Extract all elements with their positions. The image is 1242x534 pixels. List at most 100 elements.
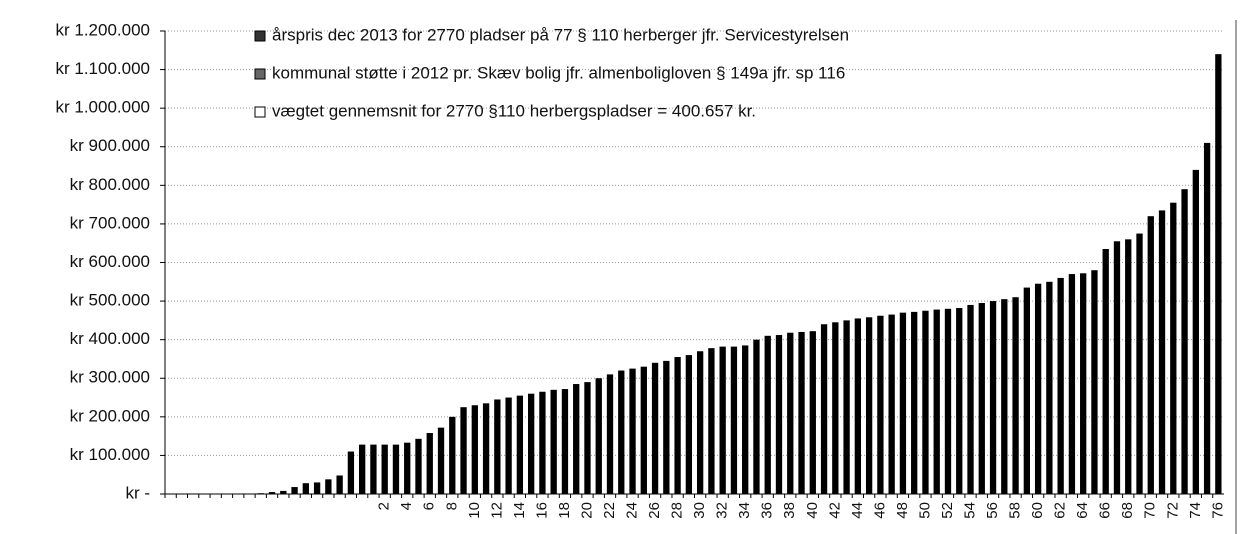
y-tick-label: kr 700.000 bbox=[70, 213, 150, 232]
bar bbox=[201, 494, 208, 495]
x-tick-label: 26 bbox=[646, 502, 663, 519]
bar bbox=[809, 331, 816, 494]
bar bbox=[392, 444, 400, 494]
x-tick-label: 8 bbox=[443, 502, 460, 510]
bar bbox=[1080, 273, 1087, 494]
bar bbox=[1170, 202, 1177, 494]
x-tick-label: 24 bbox=[624, 502, 641, 519]
x-tick-label: 62 bbox=[1052, 502, 1069, 519]
bar bbox=[1102, 248, 1109, 494]
bar bbox=[268, 492, 276, 494]
bar bbox=[606, 374, 614, 494]
bar bbox=[685, 355, 693, 494]
bar bbox=[922, 310, 929, 494]
bar bbox=[1001, 299, 1008, 494]
legend-swatch bbox=[254, 106, 266, 118]
bar bbox=[708, 348, 715, 494]
bar bbox=[257, 493, 264, 494]
bar bbox=[1113, 241, 1121, 494]
y-tick-label: kr 100.000 bbox=[70, 445, 150, 464]
bar bbox=[167, 494, 174, 495]
bar bbox=[313, 482, 321, 494]
x-tick-label: 56 bbox=[984, 502, 1001, 519]
bar bbox=[1136, 233, 1143, 494]
bar bbox=[618, 370, 625, 494]
bar bbox=[865, 317, 873, 494]
y-tick-label: kr 800.000 bbox=[70, 175, 150, 194]
bar bbox=[742, 345, 749, 494]
bar bbox=[854, 318, 862, 494]
x-tick-label: 74 bbox=[1187, 502, 1204, 519]
bar bbox=[753, 339, 760, 494]
y-tick-label: kr 600.000 bbox=[70, 252, 150, 271]
bar bbox=[190, 494, 197, 495]
bar bbox=[640, 366, 647, 494]
y-tick-label: kr 1.000.000 bbox=[55, 98, 150, 117]
bar bbox=[1158, 210, 1166, 494]
x-tick-label: 72 bbox=[1164, 502, 1181, 519]
x-tick-label: 48 bbox=[894, 502, 911, 519]
legend-swatch bbox=[254, 30, 266, 42]
bar bbox=[370, 444, 377, 494]
bar bbox=[449, 416, 456, 494]
bar bbox=[1068, 274, 1076, 494]
bar bbox=[336, 475, 343, 494]
x-tick-label: 16 bbox=[533, 502, 550, 519]
x-tick-label: 66 bbox=[1097, 502, 1114, 519]
bar bbox=[911, 311, 918, 494]
y-tick-label: kr 1.100.000 bbox=[55, 59, 150, 78]
bar bbox=[539, 391, 546, 494]
bar bbox=[674, 357, 681, 494]
y-tick-label: kr 1.200.000 bbox=[55, 20, 150, 39]
x-tick-label: 32 bbox=[714, 502, 731, 519]
x-tick-label: 58 bbox=[1007, 502, 1024, 519]
bar bbox=[381, 444, 388, 494]
legend-label: vægtet gennemsnit for 2770 §110 herbergs… bbox=[272, 101, 756, 120]
bar bbox=[178, 494, 186, 495]
x-tick-label: 30 bbox=[691, 502, 708, 519]
x-tick-label: 70 bbox=[1142, 502, 1159, 519]
bar bbox=[584, 382, 591, 494]
bar bbox=[595, 378, 602, 494]
bar bbox=[482, 403, 490, 494]
x-tick-label: 42 bbox=[826, 502, 843, 519]
bar bbox=[663, 360, 670, 494]
x-tick-label: 36 bbox=[759, 502, 776, 519]
x-tick-label: 18 bbox=[556, 502, 573, 519]
bar bbox=[832, 322, 839, 494]
x-tick-label: 4 bbox=[398, 502, 415, 510]
bar bbox=[956, 308, 963, 494]
y-tick-label: kr 900.000 bbox=[70, 136, 150, 155]
bar bbox=[1192, 169, 1199, 494]
x-tick-label: 14 bbox=[511, 502, 528, 519]
bar bbox=[764, 335, 771, 494]
x-tick-label: 6 bbox=[421, 502, 438, 510]
bar bbox=[719, 346, 726, 494]
bar bbox=[437, 427, 445, 494]
bar bbox=[246, 494, 253, 495]
bar bbox=[471, 405, 478, 494]
bar bbox=[877, 315, 884, 494]
bar bbox=[989, 301, 997, 494]
x-tick-label: 12 bbox=[488, 502, 505, 519]
bar bbox=[527, 393, 535, 494]
bar bbox=[1215, 54, 1222, 495]
bar bbox=[1023, 287, 1031, 494]
bar bbox=[291, 487, 298, 494]
x-tick-label: 52 bbox=[939, 502, 956, 519]
bar bbox=[651, 362, 659, 494]
x-tick-label: 50 bbox=[916, 502, 933, 519]
x-tick-label: 10 bbox=[466, 502, 483, 519]
x-tick-label: 2 bbox=[376, 502, 393, 510]
bar bbox=[1034, 283, 1042, 494]
bar bbox=[1125, 239, 1132, 494]
y-tick-label: kr 500.000 bbox=[70, 291, 150, 310]
bar bbox=[280, 490, 287, 494]
bar bbox=[1057, 277, 1064, 494]
y-tick-label: kr 300.000 bbox=[70, 368, 150, 387]
bar bbox=[302, 483, 309, 494]
x-tick-label: 60 bbox=[1029, 502, 1046, 519]
bar bbox=[404, 442, 411, 494]
bar bbox=[899, 312, 907, 494]
